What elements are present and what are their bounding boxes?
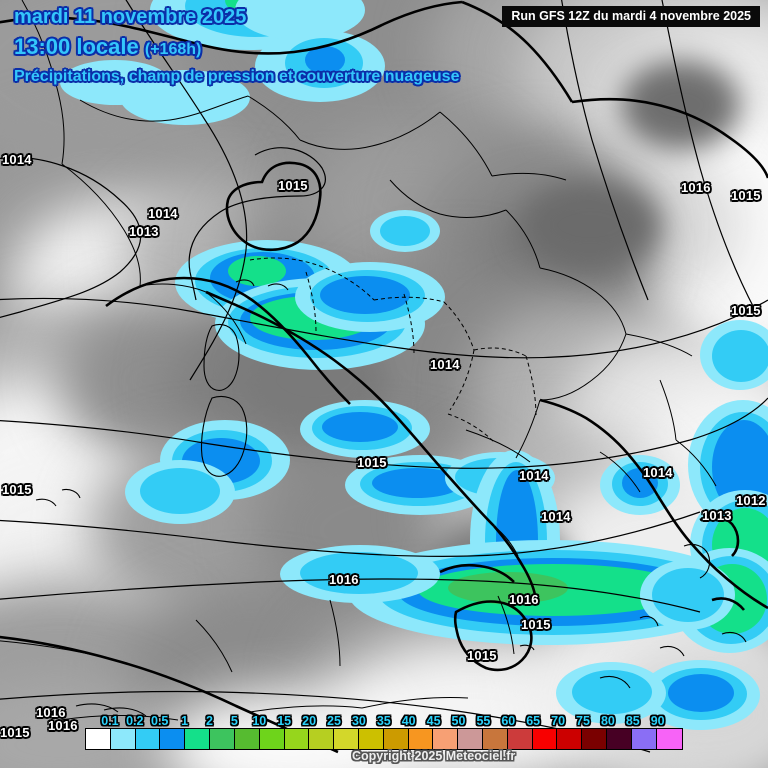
color-scale-swatch: [86, 729, 111, 749]
color-scale-label: 25: [327, 714, 341, 728]
isobar-label: 1014: [2, 152, 32, 167]
color-scale-swatch: [259, 729, 285, 749]
isobar-label: 1016: [329, 572, 359, 587]
color-scale-swatch: [358, 729, 384, 749]
color-scale-swatch: [110, 729, 136, 749]
isobar-label: 1014: [519, 468, 549, 483]
color-scale-swatch: [483, 729, 508, 749]
color-scale-swatch: [185, 729, 211, 749]
isobar-label: 1014: [643, 465, 673, 480]
color-scale-swatch: [631, 729, 657, 749]
color-scale-label: 45: [426, 714, 441, 728]
precipitation-scale-labels: 0.1 0.2 0.5 1 2 5 10 15 20 25 30 35 40 45 50 55 60 65 70 75…: [85, 714, 683, 730]
color-scale-label: 2: [206, 714, 213, 728]
color-scale-swatch: [210, 729, 235, 749]
isobar-label: 1015: [357, 455, 387, 470]
color-scale-swatch: [433, 729, 459, 749]
color-scale-swatch: [607, 729, 632, 749]
isobar-label: 1016: [36, 705, 66, 720]
color-scale-label: 60: [501, 714, 516, 728]
isobar-label: 1014: [148, 206, 178, 221]
isobar-label: 1014: [541, 509, 571, 524]
isobar-label: 1015: [2, 482, 32, 497]
color-scale-swatch: [234, 729, 260, 749]
color-scale-swatch: [458, 729, 483, 749]
color-scale-label: 0.5: [150, 714, 169, 728]
copyright-notice: Copyright 2025 Meteociel.fr: [352, 749, 516, 763]
country-borders: [0, 0, 717, 721]
color-scale-swatch: [284, 729, 310, 749]
color-scale-swatch: [532, 729, 558, 749]
coastline-detail: [35, 279, 747, 717]
color-scale-label: 30: [351, 714, 366, 728]
map-subtitle: Précipitations, champ de pression et cou…: [14, 68, 460, 85]
isobar-label: 1013: [702, 508, 732, 523]
color-scale-label: 50: [451, 714, 466, 728]
color-scale-swatch: [383, 729, 409, 749]
color-scale-swatch: [135, 729, 161, 749]
color-scale-label: 40: [401, 714, 416, 728]
isobar-label: 1015: [731, 303, 761, 318]
isobar-label: 1016: [509, 592, 539, 607]
forecast-date: mardi 11 novembre 2025: [14, 6, 247, 28]
color-scale-swatch: [334, 729, 359, 749]
isobar-label: 1012: [736, 493, 766, 508]
color-scale-swatch: [557, 729, 583, 749]
color-scale-swatch: [160, 729, 186, 749]
isobar-label: 1015: [278, 178, 308, 193]
isobar-label: 1015: [0, 725, 30, 740]
isobar-label: 1015: [467, 648, 497, 663]
color-scale-swatch: [582, 729, 608, 749]
isobar-label: 1014: [430, 357, 460, 372]
color-scale-label: 0.1: [101, 714, 119, 728]
isobar-label: 1016: [681, 180, 711, 195]
color-scale-label: 5: [230, 714, 238, 728]
color-scale-swatch: [309, 729, 335, 749]
color-scale-swatch: [408, 729, 434, 749]
color-scale-label: 35: [376, 714, 391, 728]
color-scale-label: 80: [600, 714, 615, 728]
color-scale-label: 55: [476, 714, 491, 728]
color-scale-label: 1: [181, 714, 189, 728]
forecast-time: 13:00 locale (+168h): [14, 34, 201, 60]
color-scale-label: 70: [551, 714, 566, 728]
forecast-time-value: 13:00 locale: [14, 34, 139, 59]
color-scale-swatch: [507, 729, 533, 749]
isobar-label: 1015: [731, 188, 761, 203]
color-scale-label: 0.2: [126, 714, 144, 728]
color-scale-label: 20: [302, 714, 317, 728]
model-run-label: Run GFS 12Z du mardi 4 novembre 2025: [502, 6, 760, 27]
color-scale-label: 75: [576, 714, 590, 728]
isobar-label: 1015: [521, 617, 551, 632]
internal-borders: [249, 257, 537, 443]
forecast-lead-time: (+168h): [144, 41, 202, 58]
isobar-label: 1016: [48, 718, 78, 733]
color-scale-label: 10: [252, 714, 267, 728]
color-scale-label: 15: [277, 714, 292, 728]
color-scale-label: 65: [526, 714, 541, 728]
isobar-label: 1013: [129, 224, 159, 239]
color-scale-label: 85: [625, 714, 640, 728]
precipitation-color-scale: [85, 728, 683, 750]
color-scale-label: 90: [650, 714, 665, 728]
color-scale-swatch: [656, 729, 682, 749]
